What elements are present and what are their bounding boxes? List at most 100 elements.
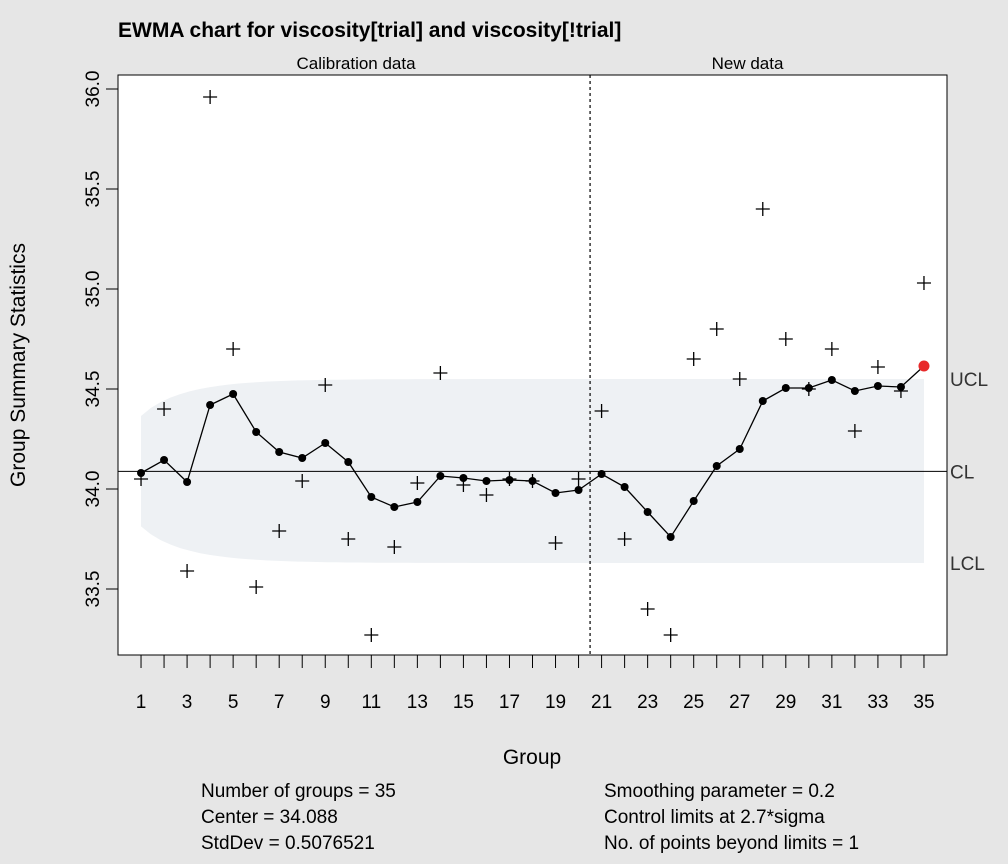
group-stat-point	[755, 202, 770, 216]
x-tick-label: 35	[913, 692, 934, 713]
y-axis-label: Group Summary Statistics	[7, 243, 30, 487]
group-stat-point	[433, 366, 448, 380]
ewma-point	[137, 469, 146, 477]
ewma-point	[367, 493, 376, 501]
x-tick-label: 17	[499, 692, 520, 713]
ewma-point	[229, 390, 238, 398]
ewma-point	[252, 428, 261, 436]
y-axis: 33.5 34.0 34.5 35.0 35.5 36.0	[83, 71, 118, 608]
x-axis: 1 3 5 7 9 11 13 15 17 19 21 23 25 27 29 31 33 35	[136, 655, 935, 713]
group-stat-point	[157, 402, 172, 416]
ewma-point	[781, 384, 790, 392]
ewma-point	[643, 508, 652, 516]
ewma-point	[321, 439, 330, 447]
x-tick-label: 21	[591, 692, 612, 713]
x-tick-label: 19	[545, 692, 566, 713]
y-tick-label: 34.0	[83, 471, 104, 508]
x-tick-label: 29	[775, 692, 796, 713]
x-tick-label: 13	[407, 692, 428, 713]
stat-smoothing: Smoothing parameter = 0.2	[604, 781, 835, 802]
calibration-data-label: Calibration data	[296, 54, 416, 73]
x-tick-label: 11	[361, 692, 381, 713]
x-tick-label: 15	[453, 692, 474, 713]
group-stat-point	[180, 564, 195, 578]
ewma-point	[735, 445, 744, 453]
stat-number-of-groups: Number of groups = 35	[201, 781, 396, 802]
y-tick-label: 34.5	[83, 371, 104, 408]
x-tick-label: 9	[320, 692, 331, 713]
group-stat-point	[571, 472, 586, 486]
group-stat-point	[387, 540, 402, 554]
ewma-point	[597, 470, 606, 478]
ewma-point	[160, 456, 169, 464]
x-tick-label: 23	[637, 692, 658, 713]
group-stat-point	[732, 372, 747, 386]
stat-center: Center = 34.088	[201, 807, 338, 828]
stat-stddev: StdDev = 0.5076521	[201, 833, 375, 854]
group-stat-point	[686, 352, 701, 366]
group-stat-point	[916, 276, 931, 290]
x-tick-label: 5	[228, 692, 239, 713]
ewma-point-violation	[918, 360, 930, 372]
group-stat-point	[870, 360, 885, 374]
group-stat-point	[318, 378, 333, 392]
group-stat-point	[479, 488, 494, 502]
ewma-point	[666, 533, 675, 541]
ewma-point	[850, 387, 859, 395]
chart-title: EWMA chart for viscosity[trial] and visc…	[118, 19, 621, 42]
x-tick-label: 3	[182, 692, 193, 713]
group-stat-point	[824, 342, 839, 356]
ewma-point	[298, 454, 307, 462]
ewma-point	[436, 472, 445, 480]
x-tick-label: 33	[867, 692, 888, 713]
stat-control-limits: Control limits at 2.7*sigma	[604, 807, 825, 828]
group-stat-point	[249, 580, 264, 594]
group-stat-point	[341, 532, 356, 546]
x-axis-label: Group	[503, 746, 561, 769]
ewma-point	[275, 448, 284, 456]
ewma-point	[505, 476, 514, 484]
y-tick-label: 36.0	[83, 71, 104, 108]
x-tick-label: 7	[274, 692, 285, 713]
x-tick-label: 25	[683, 692, 704, 713]
cl-label: CL	[950, 462, 974, 483]
x-tick-label: 31	[821, 692, 842, 713]
ewma-point	[206, 401, 215, 409]
ewma-point	[528, 477, 537, 485]
ewma-point	[804, 384, 813, 392]
ewma-point	[620, 483, 629, 491]
ewma-point	[712, 462, 721, 470]
ewma-point	[344, 458, 353, 466]
ucl-label: UCL	[950, 370, 988, 391]
ewma-point	[482, 477, 491, 485]
ewma-point	[183, 478, 192, 486]
new-data-label: New data	[712, 54, 784, 73]
ewma-point	[827, 376, 836, 384]
y-tick-label: 35.0	[83, 271, 104, 308]
lcl-label: LCL	[950, 554, 985, 575]
x-tick-label: 1	[136, 692, 147, 713]
group-stat-point	[663, 628, 678, 642]
ewma-point	[390, 503, 399, 511]
group-stat-point	[617, 532, 632, 546]
ewma-point	[551, 489, 560, 497]
group-stat-point	[594, 404, 609, 418]
group-stat-point	[709, 322, 724, 336]
group-stat-point	[295, 474, 310, 488]
group-stat-point	[364, 628, 379, 642]
ewma-points	[137, 360, 930, 541]
group-stat-point	[847, 424, 862, 438]
group-stat-point	[548, 536, 563, 550]
ewma-point	[758, 397, 767, 405]
group-stat-point	[640, 602, 655, 616]
ewma-point	[574, 486, 583, 494]
ewma-point	[459, 474, 468, 482]
y-tick-label: 33.5	[83, 571, 104, 608]
ewma-point	[413, 498, 422, 506]
x-tick-label: 27	[729, 692, 750, 713]
group-stat-point	[272, 524, 287, 538]
group-stat-point	[203, 90, 218, 104]
ewma-point	[896, 383, 905, 391]
plot-area	[117, 74, 948, 656]
